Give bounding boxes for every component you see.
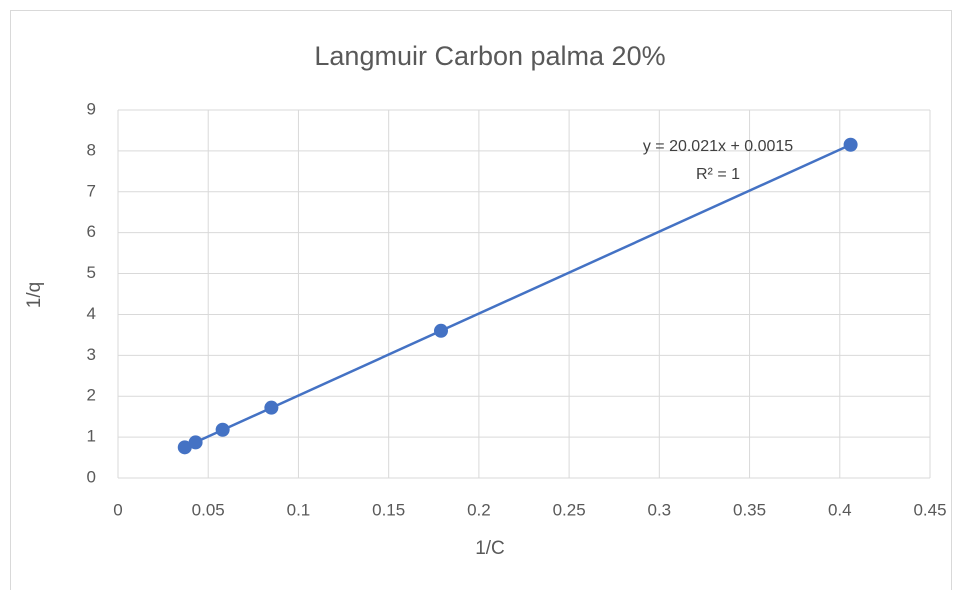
point (177, 440, 192, 455)
plot-area: 0 1 2 3 4 5 6 7 8 9 0 0.05 0.1 0.15 0.2 0.25 0.3 0.35 0.4 0… (87, 99, 947, 519)
y-tick-label: 5 (87, 263, 96, 282)
r-squared: R² = 1 (696, 166, 740, 183)
chart-border (10, 10, 952, 590)
y-tick-label: 2 (87, 386, 96, 405)
trendline (184, 143, 852, 449)
y-axis-label: 1/q (24, 282, 45, 308)
y-tick-label: 3 (87, 345, 96, 364)
y-tick-label: 4 (87, 304, 96, 323)
chart-title: Langmuir Carbon palma 20% (314, 41, 665, 71)
y-tick-label: 9 (87, 99, 96, 118)
trendline-equation: y = 20.021x + 0.0015 (643, 138, 793, 155)
point (188, 435, 203, 450)
x-tick-label: 0.45 (913, 500, 946, 519)
x-tick-label: 0.2 (467, 500, 491, 519)
y-tick-label: 7 (87, 181, 96, 200)
x-tick-label: 0.25 (553, 500, 586, 519)
x-tick-label: 0 (113, 500, 122, 519)
y-tick-label: 1 (87, 427, 96, 446)
y-tick-label: 0 (87, 467, 96, 486)
point (215, 422, 230, 437)
point (433, 323, 448, 338)
x-tick-label: 0.1 (287, 500, 311, 519)
x-tick-label: 0.3 (648, 500, 672, 519)
x-tick-label: 0.15 (372, 500, 405, 519)
point (264, 400, 279, 415)
x-tick-label: 0.35 (733, 500, 766, 519)
x-tick-label: 0.4 (828, 500, 852, 519)
x-tick-label: 0.05 (192, 500, 225, 519)
y-tick-label: 8 (87, 140, 96, 159)
x-axis-label: 1/C (475, 538, 505, 559)
y-tick-label: 6 (87, 222, 96, 241)
point (843, 137, 858, 152)
